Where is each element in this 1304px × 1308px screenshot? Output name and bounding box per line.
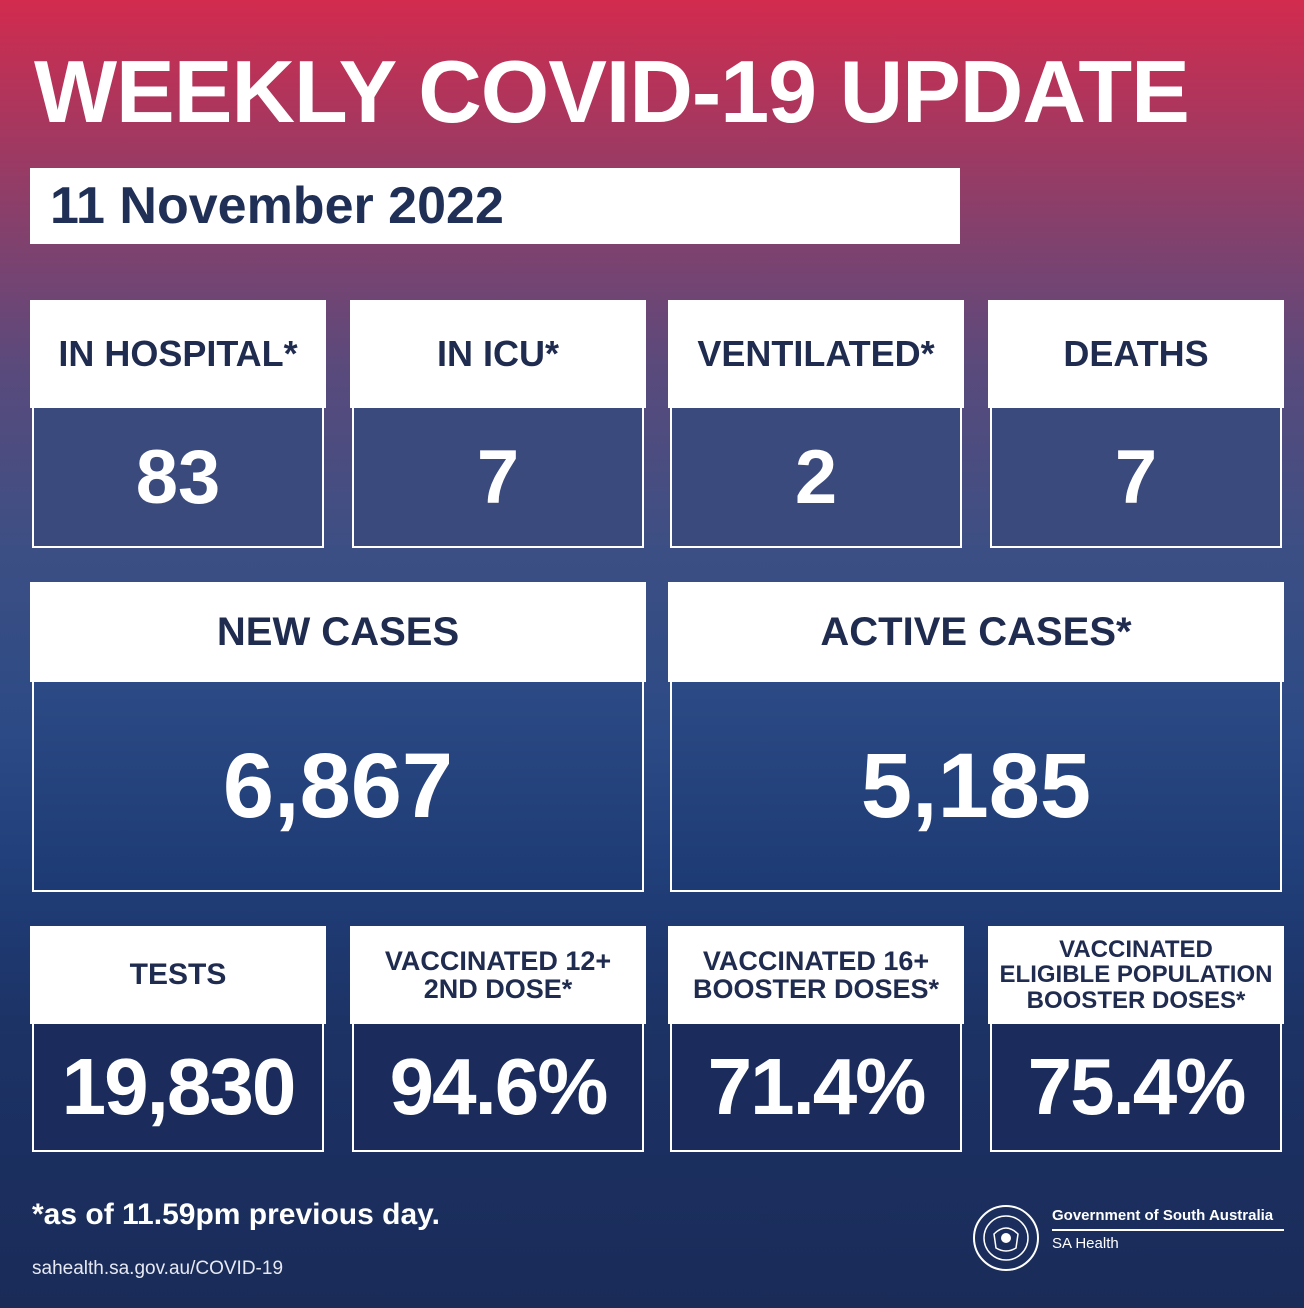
stat-card-active-cases: ACTIVE CASES* 5,185 xyxy=(668,582,1284,894)
website-link[interactable]: sahealth.sa.gov.au/COVID-19 xyxy=(32,1258,284,1279)
stat-card-in-hospital: IN HOSPITAL* 83 xyxy=(30,300,326,550)
stat-value: 7 xyxy=(990,406,1282,548)
stat-card-new-cases: NEW CASES 6,867 xyxy=(30,582,646,894)
stat-value: 71.4% xyxy=(670,1022,962,1152)
stat-value: 83 xyxy=(32,406,324,548)
government-seal-icon xyxy=(973,1205,1039,1271)
report-date: 11 November 2022 xyxy=(50,177,504,235)
stat-label-line: BOOSTER DOSES* xyxy=(692,974,940,1004)
stat-value: 19,830 xyxy=(32,1022,324,1152)
stat-card-deaths: DEATHS 7 xyxy=(988,300,1284,550)
stat-card-ventilated: VENTILATED* 2 xyxy=(668,300,964,550)
stat-label-line: VACCINATED 16+ xyxy=(702,945,930,976)
stat-label: ACTIVE CASES* xyxy=(668,582,1284,682)
stat-label: VACCINATED 16+ BOOSTER DOSES* xyxy=(668,926,964,1024)
stat-card-in-icu: IN ICU* 7 xyxy=(350,300,646,550)
stat-label-line: BOOSTER DOSES* xyxy=(1026,986,1246,1014)
stat-card-tests: TESTS 19,830 xyxy=(30,926,326,1154)
stat-label-line: TESTS xyxy=(129,958,227,992)
stat-value: 6,867 xyxy=(32,680,644,892)
stat-card-vaccinated-16-plus: VACCINATED 16+ BOOSTER DOSES* 71.4% xyxy=(668,926,964,1154)
stat-label: VENTILATED* xyxy=(668,300,964,408)
stat-label: VACCINATED 12+ 2ND DOSE* xyxy=(350,926,646,1024)
org-divider xyxy=(1052,1229,1284,1231)
stat-label-line: VACCINATED 12+ xyxy=(384,945,612,976)
stat-label: IN ICU* xyxy=(350,300,646,408)
stat-label-line: 2ND DOSE* xyxy=(423,974,573,1004)
stat-value: 2 xyxy=(670,406,962,548)
stat-value: 7 xyxy=(352,406,644,548)
stat-label: IN HOSPITAL* xyxy=(30,300,326,408)
stat-value: 5,185 xyxy=(670,680,1282,892)
stat-value: 94.6% xyxy=(352,1022,644,1152)
date-banner: 11 November 2022 xyxy=(30,168,960,244)
stat-label: VACCINATED ELIGIBLE POPULATION BOOSTER D… xyxy=(988,926,1284,1024)
page-title: WEEKLY COVID-19 UPDATE xyxy=(34,42,1190,141)
stat-label: TESTS xyxy=(30,926,326,1024)
stat-label-line: ELIGIBLE POPULATION xyxy=(999,961,1273,989)
org-department: SA Health xyxy=(1052,1235,1119,1252)
footnote: *as of 11.59pm previous day. xyxy=(32,1198,440,1231)
stat-label-line: VACCINATED xyxy=(1059,936,1213,964)
stat-value: 75.4% xyxy=(990,1022,1282,1152)
org-name: Government of South Australia xyxy=(1052,1207,1274,1224)
stat-label: NEW CASES xyxy=(30,582,646,682)
stat-card-vaccinated-12-plus: VACCINATED 12+ 2ND DOSE* 94.6% xyxy=(350,926,646,1154)
stat-card-vaccinated-eligible: VACCINATED ELIGIBLE POPULATION BOOSTER D… xyxy=(988,926,1284,1154)
stat-label: DEATHS xyxy=(988,300,1284,408)
